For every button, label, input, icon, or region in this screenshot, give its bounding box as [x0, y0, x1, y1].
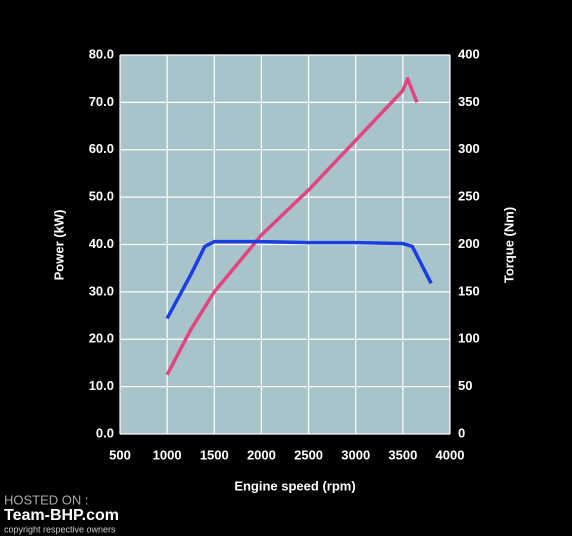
watermark-site: Team-BHP.com [4, 507, 119, 524]
x-tick-label: 3500 [388, 447, 417, 462]
x-tick-label: 3000 [341, 447, 370, 462]
y-tick-label: 30.0 [89, 283, 114, 298]
x-tick-label: 1500 [200, 447, 229, 462]
watermark-hosted: HOSTED ON : [4, 492, 89, 507]
y2-tick-label: 100 [458, 331, 480, 346]
y-tick-label: 80.0 [89, 46, 114, 61]
x-tick-label: 4000 [436, 447, 465, 462]
y-tick-label: 50.0 [89, 189, 114, 204]
y-tick-label: 20.0 [89, 331, 114, 346]
series-line [165, 239, 433, 320]
x-tick-label: 2500 [294, 447, 323, 462]
x-tick-label: 500 [109, 447, 131, 462]
y2-tick-label: 300 [458, 141, 480, 156]
watermark-copyright: copyright respective owners [4, 524, 116, 534]
y-tick-label: 70.0 [89, 94, 114, 109]
y2-axis-label: Torque (Nm) [501, 207, 516, 283]
y2-tick-label: 0 [458, 425, 465, 440]
y-axis-label: Power (kW) [51, 210, 66, 281]
y2-tick-label: 150 [458, 283, 480, 298]
y2-tick-label: 350 [458, 94, 480, 109]
y-tick-label: 40.0 [89, 236, 114, 251]
y-tick-label: 10.0 [89, 378, 114, 393]
y2-tick-label: 200 [458, 236, 480, 251]
y-tick-label: 60.0 [89, 141, 114, 156]
y2-tick-label: 50 [458, 378, 472, 393]
x-tick-label: 2000 [247, 447, 276, 462]
x-axis-label: Engine speed (rpm) [234, 478, 355, 493]
y2-tick-label: 250 [458, 189, 480, 204]
y2-tick-label: 400 [458, 46, 480, 61]
series-line [165, 76, 419, 376]
x-tick-label: 1000 [153, 447, 182, 462]
y-tick-label: 0.0 [96, 425, 114, 440]
